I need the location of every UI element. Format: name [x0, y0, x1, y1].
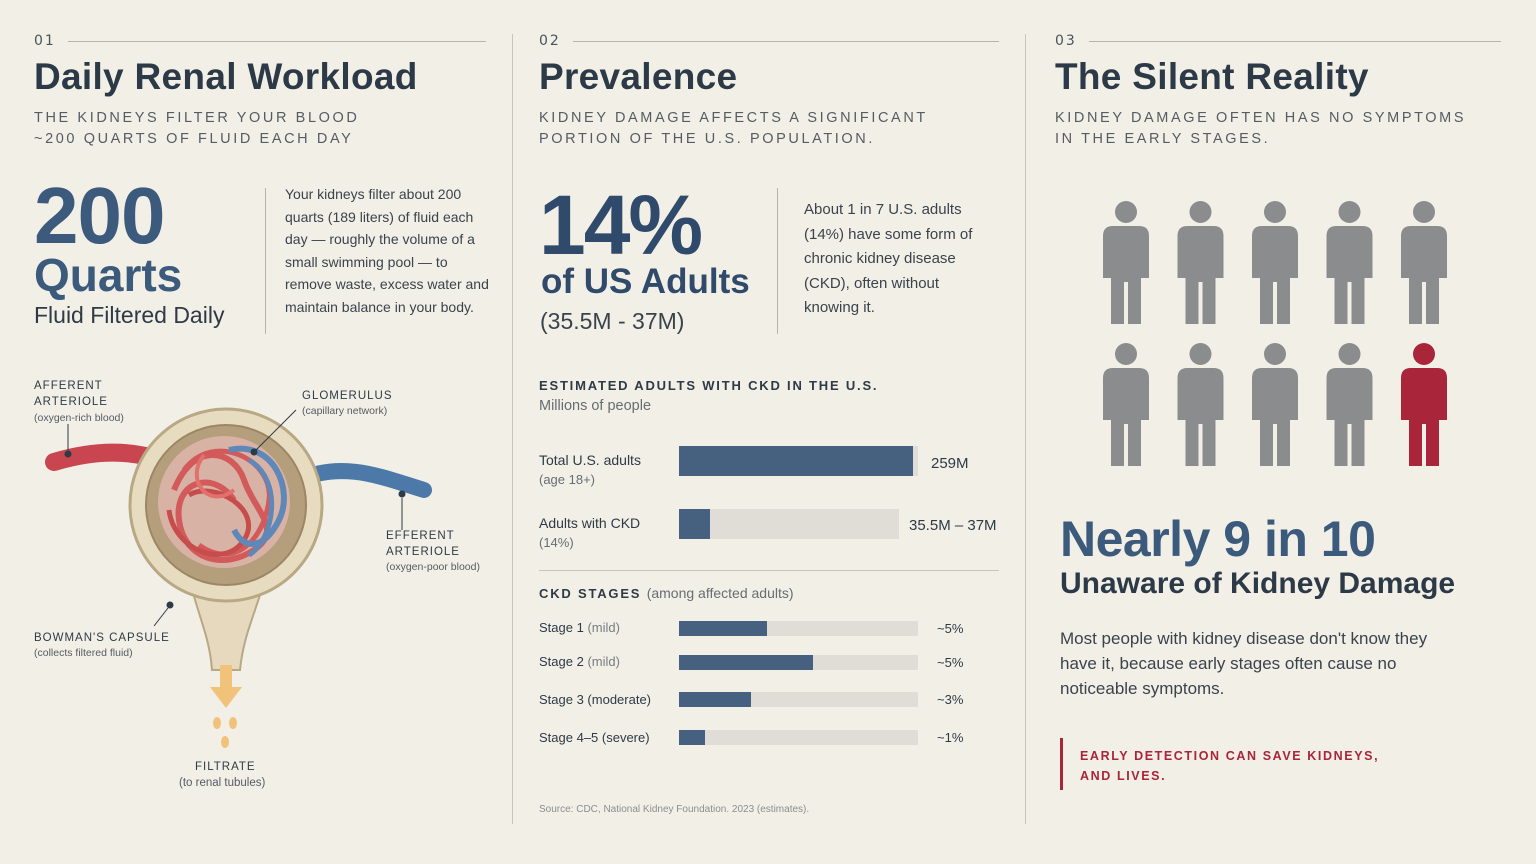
filtrate-arrow-shaft: [220, 665, 232, 689]
capillary-tuft: [158, 436, 290, 568]
subtitle-line: IN THE EARLY STAGES.: [1055, 131, 1271, 147]
person-icon: [1103, 343, 1149, 466]
stages-title: CKD STAGES (among affected adults): [539, 585, 794, 601]
section-daily-renal-workload: 01 Daily Renal Workload THE KIDNEYS FILT…: [34, 0, 489, 864]
stage-value: ~5%: [937, 621, 964, 636]
stage-track: [679, 621, 918, 636]
big-stat: Nearly 9 in 10: [1060, 511, 1376, 567]
stage-fill: [679, 730, 706, 745]
glomerulus-label: GLOMERULUS: [302, 390, 393, 402]
stage-label: Stage 1 (mild): [539, 620, 620, 635]
filtrate-sublabel: (to renal tubules): [179, 777, 266, 789]
stage-label: Stage 4–5 (severe): [539, 730, 650, 745]
efferent-sublabel: (oxygen-poor blood): [386, 561, 480, 573]
bar-fill: [679, 446, 914, 476]
filtrate-label: FILTRATE: [195, 761, 256, 773]
section-number-row: 02: [539, 33, 999, 49]
person-icon: [1252, 343, 1298, 466]
stage-value: ~3%: [937, 692, 964, 707]
stage-fill: [679, 621, 768, 636]
bar-label: Adults with CKD (14%): [539, 515, 641, 550]
section-title: The Silent Reality: [1055, 56, 1369, 97]
person-icon-highlighted: [1401, 343, 1447, 466]
section-number-row: 01: [34, 33, 486, 49]
big-caption: Fluid Filtered Daily: [34, 302, 225, 328]
glomerulus-sublabel: (capillary network): [302, 405, 388, 417]
droplet-icon: [221, 736, 229, 748]
stage-value: ~5%: [937, 655, 964, 670]
body-text: About 1 in 7 U.S. adults (14%) have some…: [804, 201, 973, 316]
big-percentage: 14%: [539, 178, 703, 272]
vertical-rule: [265, 188, 266, 334]
section-subtitle: THE KIDNEYS FILTER YOUR BLOOD ~200 QUART…: [34, 108, 359, 150]
bar-fill: [679, 509, 710, 539]
bar-value: 35.5M – 37M: [909, 517, 997, 534]
estimate-title: ESTIMATED ADULTS WITH CKD IN THE U.S.: [539, 378, 879, 393]
subtitle-line: PORTION OF THE U.S. POPULATION.: [539, 131, 875, 147]
bar-label: Total U.S. adults (age 18+): [539, 452, 641, 487]
callout-text: EARLY DETECTION CAN SAVE KIDNEYS, AND LI…: [1080, 749, 1380, 783]
bowman-label: BOWMAN'S CAPSULE: [34, 632, 170, 644]
big-unit: Quarts: [34, 249, 183, 301]
column-divider: [512, 34, 513, 824]
section-divider: [539, 570, 999, 571]
person-icon: [1252, 201, 1298, 324]
person-icon: [1177, 343, 1224, 466]
section-number: 01: [34, 33, 56, 49]
filtrate-arrow-icon: [210, 687, 242, 708]
population-range: (35.5M - 37M): [540, 308, 685, 334]
big-caption: of US Adults: [541, 262, 750, 301]
stage-label: Stage 3 (moderate): [539, 692, 652, 707]
section-number: 03: [1055, 33, 1077, 49]
section-number: 02: [539, 33, 561, 49]
big-number: 200: [34, 171, 165, 260]
person-icon: [1401, 201, 1447, 324]
stage-fill: [679, 655, 813, 670]
stage-value: ~1%: [937, 730, 964, 745]
section-rule: [67, 40, 486, 42]
stage-track: [679, 692, 918, 707]
subtitle-line: KIDNEY DAMAGE AFFECTS A SIGNIFICANT: [539, 110, 928, 126]
glomerulus-diagram: [45, 407, 432, 748]
section-silent-reality: 03 The Silent Reality KIDNEY DAMAGE OFTE…: [1055, 0, 1501, 864]
section-rule: [1088, 40, 1501, 42]
efferent-label: EFFERENT ARTERIOLE: [386, 530, 460, 558]
section-title: Prevalence: [539, 56, 738, 97]
person-icon: [1177, 201, 1224, 324]
droplet-icon: [229, 717, 237, 729]
person-icon: [1103, 201, 1149, 324]
stage-track: [679, 730, 918, 745]
subtitle-line: THE KIDNEYS FILTER YOUR BLOOD: [34, 110, 360, 126]
person-icon: [1326, 201, 1373, 324]
section-prevalence: 02 Prevalence KIDNEY DAMAGE AFFECTS A SI…: [539, 0, 999, 864]
vertical-rule: [777, 188, 778, 334]
bar-track: [679, 509, 899, 539]
subtitle-line: ~200 QUARTS OF FLUID EACH DAY: [34, 131, 354, 147]
section-number-row: 03: [1055, 33, 1501, 49]
estimate-subtitle: Millions of people: [539, 398, 652, 414]
big-caption: Unaware of Kidney Damage: [1060, 567, 1456, 600]
body-text: Your kidneys filter about 200 quarts (18…: [285, 186, 489, 315]
section-title: Daily Renal Workload: [34, 56, 418, 97]
bar-track: [679, 446, 918, 476]
callout-bar: [1060, 738, 1063, 790]
bowman-sublabel: (collects filtered fluid): [34, 647, 133, 659]
person-icon: [1326, 343, 1373, 466]
body-text: Most people with kidney disease don't kn…: [1060, 629, 1428, 698]
section-subtitle: KIDNEY DAMAGE AFFECTS A SIGNIFICANT PORT…: [539, 108, 928, 150]
droplet-icon: [213, 717, 221, 729]
bar-value: 259M: [931, 455, 969, 472]
section-rule: [572, 40, 999, 42]
column-divider: [1025, 34, 1026, 824]
afferent-sublabel: (oxygen-rich blood): [34, 412, 124, 424]
stage-track: [679, 655, 918, 670]
section-subtitle: KIDNEY DAMAGE OFTEN HAS NO SYMPTOMS IN T…: [1055, 108, 1466, 150]
people-pictogram: [1103, 201, 1447, 466]
subtitle-line: KIDNEY DAMAGE OFTEN HAS NO SYMPTOMS: [1055, 110, 1467, 126]
afferent-label: AFFERENT ARTERIOLE: [34, 380, 108, 408]
stage-label: Stage 2 (mild): [539, 654, 620, 669]
stage-fill: [679, 692, 751, 707]
source-note: Source: CDC, National Kidney Foundation.…: [539, 804, 810, 815]
